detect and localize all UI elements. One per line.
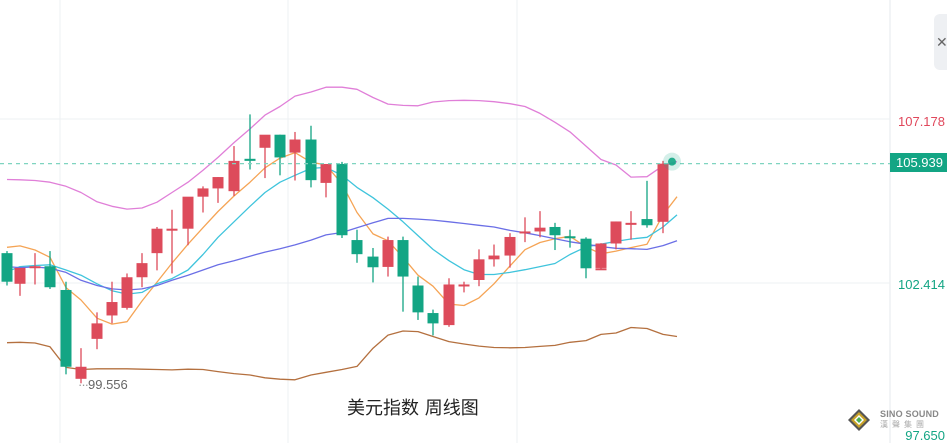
candle (549, 222, 561, 251)
candle (382, 236, 394, 277)
candle (212, 177, 224, 203)
candle (289, 131, 301, 181)
logo-text-en: SINO SOUND (880, 409, 940, 419)
grid-lines (0, 0, 891, 443)
candle (320, 163, 332, 198)
candle (473, 249, 485, 287)
candle (151, 226, 163, 271)
candle (564, 229, 576, 248)
candle (534, 211, 546, 238)
candle (91, 312, 103, 350)
axis-label-middle: 102.414 (898, 277, 945, 292)
candle (625, 211, 637, 240)
candle (75, 348, 87, 384)
collapse-panel-button[interactable]: ✕ (934, 14, 947, 70)
candle (305, 125, 317, 188)
candle (259, 134, 271, 179)
candle (367, 247, 379, 283)
candle (580, 237, 592, 279)
candle (106, 281, 118, 324)
candle (60, 281, 72, 375)
boll-lower-line (6, 326, 678, 381)
candle (412, 276, 424, 320)
candles (1, 114, 669, 384)
candle (228, 146, 240, 196)
chart-title: 美元指数 周线图 (347, 398, 479, 419)
candle (443, 278, 455, 327)
last-price-tag: 105.939 (890, 153, 947, 172)
candle (397, 236, 409, 312)
candle (336, 161, 348, 238)
candle (427, 309, 439, 336)
candle (274, 134, 286, 176)
candle (14, 267, 26, 296)
candle (121, 273, 133, 310)
candle (595, 243, 607, 270)
axis-label-bottom: 97.650 (905, 428, 945, 443)
period-low-label: ···99.556 (78, 377, 128, 392)
last-price-overlay (0, 152, 890, 171)
candle (488, 244, 500, 267)
candle (351, 229, 363, 263)
candle (44, 251, 56, 289)
candle (136, 253, 148, 288)
candle (657, 160, 669, 234)
candle (182, 196, 194, 246)
boll-upper-line (6, 86, 678, 210)
candle (166, 209, 178, 274)
candle (641, 180, 653, 228)
candle (519, 217, 531, 243)
candle (244, 114, 256, 170)
close-icon: ✕ (936, 34, 947, 50)
candle (458, 281, 470, 293)
candle (610, 221, 622, 250)
candle (1, 251, 13, 286)
sino-sound-logo-icon (848, 409, 870, 431)
candle (504, 233, 516, 268)
axis-label-upper: 107.178 (898, 114, 945, 129)
candle (197, 186, 209, 213)
logo-text-cn: 漢聲集團 (880, 420, 928, 429)
candle (29, 253, 41, 285)
